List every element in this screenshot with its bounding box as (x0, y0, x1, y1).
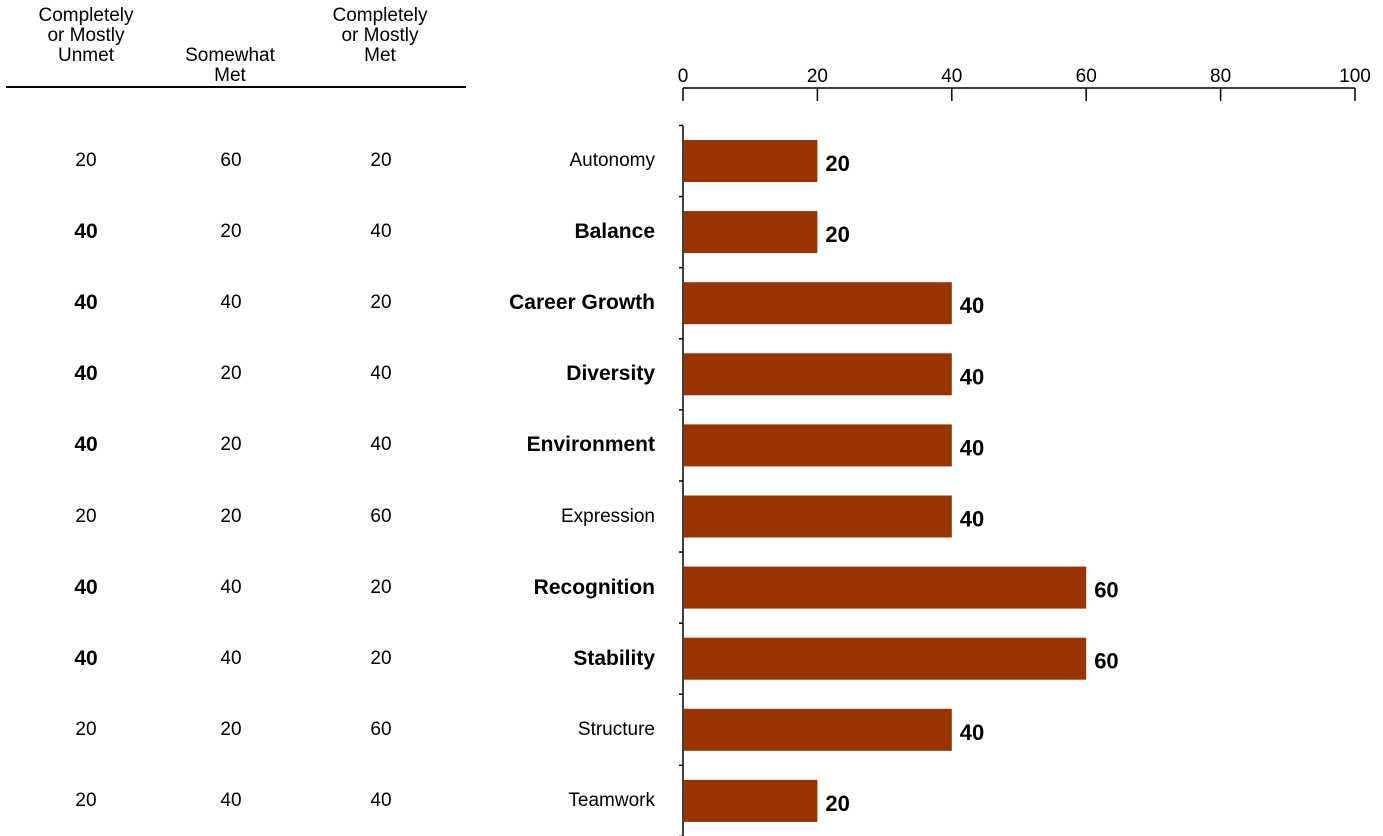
table-cell: 40 (370, 789, 392, 811)
bar-value-label: 20 (825, 151, 849, 176)
x-tick-label: 40 (941, 66, 962, 87)
column-header-met: Completely or Mostly Met (320, 6, 440, 66)
table-cell: 40 (74, 291, 98, 315)
table-cell: 40 (370, 363, 392, 385)
table-cell: 40 (220, 292, 242, 314)
category-label: Autonomy (569, 150, 655, 171)
bar (684, 495, 952, 538)
column-header-unmet: Completely or Mostly Unmet (26, 6, 146, 66)
table-cell: 20 (220, 434, 242, 456)
category-label: Diversity (566, 362, 655, 386)
table-cell: 60 (370, 718, 392, 740)
table-cell: 20 (370, 292, 392, 314)
column-header-line: Met (214, 65, 246, 86)
bar (684, 353, 952, 396)
bar-value-label: 60 (1094, 649, 1118, 674)
table-cell: 20 (220, 718, 242, 740)
bar-value-label: 60 (1094, 578, 1118, 603)
bar-value-label: 40 (960, 293, 984, 318)
table-cell: 60 (220, 150, 242, 171)
category-label: Teamwork (568, 789, 655, 811)
table-cell: 20 (75, 789, 97, 811)
bar-value-label: 40 (960, 364, 984, 389)
column-header-line: Somewhat (185, 45, 275, 66)
table-cell: 20 (220, 505, 242, 527)
category-label: Expression (561, 505, 655, 527)
table-cell: 40 (74, 646, 98, 670)
column-header-line: Unmet (58, 45, 114, 66)
x-tick-label: 20 (807, 66, 828, 87)
column-header-somewhat-met: Somewhat Met (170, 46, 290, 86)
table-cell: 20 (75, 505, 97, 527)
x-tick-label: 100 (1339, 66, 1371, 87)
bar (684, 424, 952, 467)
table-cell: 40 (74, 362, 98, 386)
table-cell: 40 (220, 576, 242, 598)
table-cell: 60 (370, 505, 392, 527)
bar-value-label: 20 (825, 791, 849, 816)
table-cell: 40 (370, 434, 392, 456)
bar (684, 708, 952, 751)
column-header-line: or Mostly (341, 25, 419, 46)
bar-value-label: 40 (960, 720, 984, 745)
table-cell: 40 (74, 220, 98, 244)
category-label: Career Growth (509, 291, 655, 315)
table-cell: 40 (74, 433, 98, 457)
table-cell: 20 (75, 718, 97, 740)
column-header-line: or Mostly (47, 25, 125, 46)
bar (684, 637, 1087, 680)
bar (684, 779, 818, 822)
x-tick-label: 80 (1210, 66, 1231, 87)
table-cell: 20 (220, 221, 242, 243)
x-tick-label: 60 (1076, 66, 1097, 87)
bar-value-label: 40 (960, 435, 984, 460)
table-cell: 20 (75, 150, 97, 171)
column-header-line: Met (364, 45, 396, 66)
category-label: Balance (574, 220, 655, 244)
category-label: Environment (526, 433, 655, 457)
table-cell: 40 (220, 789, 242, 811)
bar-value-label: 20 (825, 222, 849, 247)
table-cell: 20 (370, 576, 392, 598)
bar-value-label: 40 (960, 507, 984, 532)
column-header-line: Completely (332, 5, 428, 26)
table-cell: 40 (370, 221, 392, 243)
x-tick-label: 0 (678, 66, 689, 87)
table-cell: 20 (220, 363, 242, 385)
category-label: Recognition (533, 575, 655, 599)
bar (684, 140, 818, 182)
bar (684, 211, 818, 254)
table-cell: 40 (220, 647, 242, 669)
table-cell: 20 (370, 150, 392, 171)
table-cell: 20 (370, 647, 392, 669)
column-header-line: Completely (38, 5, 134, 26)
bar (684, 282, 952, 325)
header-divider (6, 86, 466, 88)
table-cell: 40 (74, 575, 98, 599)
category-label: Stability (573, 646, 655, 670)
category-label: Structure (577, 718, 655, 740)
bar (684, 566, 1087, 609)
